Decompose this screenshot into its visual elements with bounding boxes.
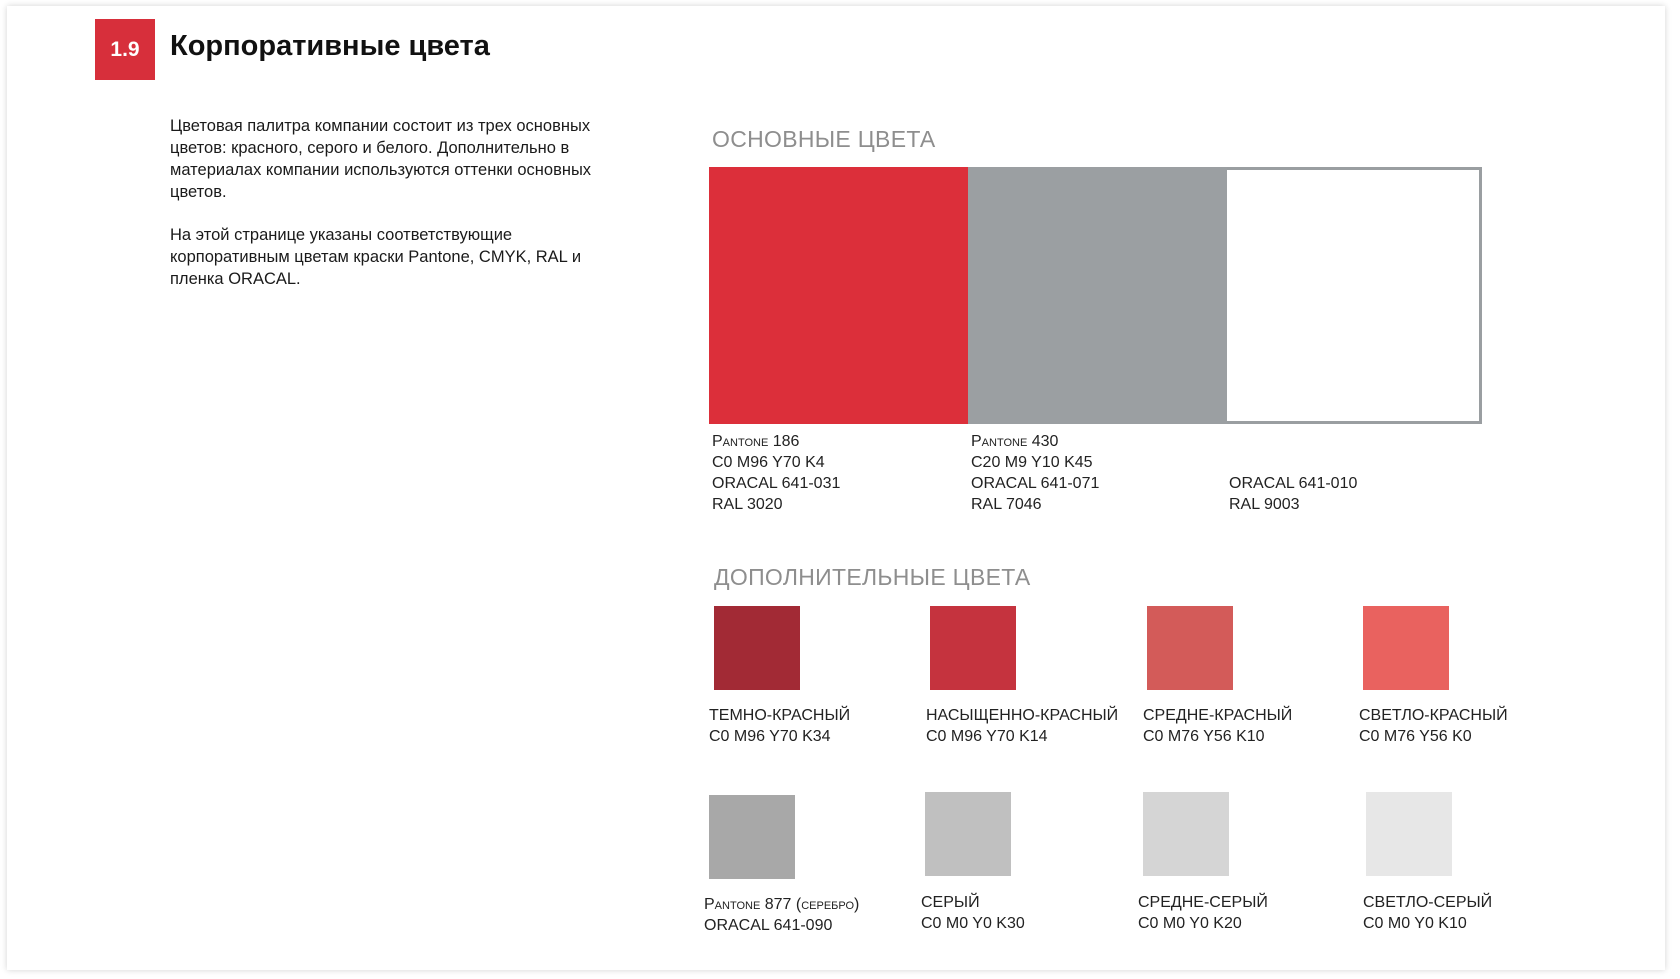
swatch-dark-red [714, 606, 800, 690]
primary-swatch-grey [968, 167, 1227, 424]
primary-swatch-white [1227, 167, 1482, 424]
swatch-code-medium-grey: C0 M0 Y0 K20 [1138, 915, 1242, 932]
ral-code: RAL 7046 [971, 496, 1042, 513]
swatch-medium-red [1147, 606, 1233, 690]
swatch-code-grey: C0 M0 Y0 K30 [921, 915, 1025, 932]
swatch-code-pantone-877: ORACAL 641-090 [704, 917, 833, 934]
swatch-pantone-877-silver [709, 795, 795, 879]
swatch-label-pantone-877: Pantone 877 (серебро) [704, 896, 860, 913]
swatch-code-light-grey: C0 M0 Y0 K10 [1363, 915, 1467, 932]
pantone-code: Pantone 186 [712, 433, 800, 450]
oracal-code: ORACAL 641-031 [712, 475, 841, 492]
swatch-label-medium-red: СРЕДНЕ-КРАСНЫЙ [1143, 707, 1293, 724]
oracal-code: ORACAL 641-071 [971, 475, 1100, 492]
intro-text: Цветовая палитра компании состоит из тре… [170, 115, 600, 311]
primary-spec-red: Pantone 186 C0 M96 Y70 K4 ORACAL 641-031… [712, 431, 840, 515]
cmyk-code: C0 M96 Y70 K4 [712, 454, 825, 471]
swatch-label-saturated-red: НАСЫЩЕННО-КРАСНЫЙ [926, 707, 1119, 724]
swatch-label-light-grey: СВЕТЛО-СЕРЫЙ [1363, 894, 1493, 911]
swatch-grey [925, 792, 1011, 876]
section-number-badge: 1.9 [95, 19, 155, 80]
intro-paragraph-1: Цветовая палитра компании состоит из тре… [170, 117, 592, 201]
swatch-label-light-red: СВЕТЛО-КРАСНЫЙ [1359, 707, 1508, 724]
ral-code: RAL 9003 [1229, 496, 1300, 513]
ral-code: RAL 3020 [712, 496, 783, 513]
intro-paragraph-2: На этой странице указаны соответствующие… [170, 226, 582, 288]
pantone-code: Pantone 430 [971, 433, 1059, 450]
swatch-medium-grey [1143, 792, 1229, 876]
primary-spec-grey: Pantone 430 C20 M9 Y10 K45 ORACAL 641-07… [971, 431, 1099, 515]
secondary-colors-heading: ДОПОЛНИТЕЛЬНЫЕ ЦВЕТА [714, 564, 1031, 590]
swatch-code-medium-red: C0 M76 Y56 K10 [1143, 728, 1265, 745]
swatch-saturated-red [930, 606, 1016, 690]
section-number: 1.9 [110, 37, 140, 61]
primary-swatch-row [709, 167, 1482, 424]
cmyk-code: C20 M9 Y10 K45 [971, 454, 1093, 471]
swatch-label-dark-red: ТЕМНО-КРАСНЫЙ [709, 707, 851, 724]
primary-colors-heading: ОСНОВНЫЕ ЦВЕТА [712, 126, 936, 152]
swatch-label-medium-grey: СРЕДНЕ-СЕРЫЙ [1138, 894, 1268, 911]
primary-swatch-red [709, 167, 968, 424]
swatch-light-grey [1366, 792, 1452, 876]
primary-spec-white: ORACAL 641-010 RAL 9003 [1229, 473, 1357, 515]
page-title: Корпоративные цвета [170, 30, 490, 62]
swatch-code-saturated-red: C0 M96 Y70 K14 [926, 728, 1048, 745]
swatch-code-light-red: C0 M76 Y56 K0 [1359, 728, 1472, 745]
swatch-label-grey: СЕРЫЙ [921, 894, 980, 911]
swatch-light-red [1363, 606, 1449, 690]
swatch-code-dark-red: C0 M96 Y70 K34 [709, 728, 831, 745]
oracal-code: ORACAL 641-010 [1229, 475, 1358, 492]
